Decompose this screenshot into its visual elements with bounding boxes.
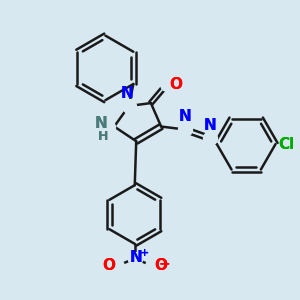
Text: O: O: [154, 258, 167, 273]
Text: N: N: [203, 118, 216, 133]
Text: +: +: [140, 248, 149, 258]
Text: Cl: Cl: [278, 136, 294, 152]
Text: +: +: [140, 248, 149, 258]
Text: −: −: [159, 256, 170, 271]
Text: N: N: [178, 109, 191, 124]
Text: N: N: [95, 116, 108, 131]
Text: H: H: [98, 130, 108, 143]
Text: O: O: [169, 76, 182, 92]
Text: N: N: [121, 86, 134, 101]
Text: H: H: [98, 130, 108, 143]
Text: O: O: [103, 258, 116, 273]
Text: N: N: [95, 116, 108, 131]
Text: O: O: [154, 258, 167, 273]
Text: O: O: [169, 76, 182, 92]
Text: N: N: [178, 109, 191, 124]
Text: N: N: [130, 250, 142, 265]
Text: Cl: Cl: [278, 136, 294, 152]
Text: N: N: [203, 118, 216, 133]
Text: N: N: [130, 250, 142, 265]
Text: O: O: [103, 258, 116, 273]
Text: −: −: [159, 256, 170, 271]
Text: N: N: [121, 86, 134, 101]
